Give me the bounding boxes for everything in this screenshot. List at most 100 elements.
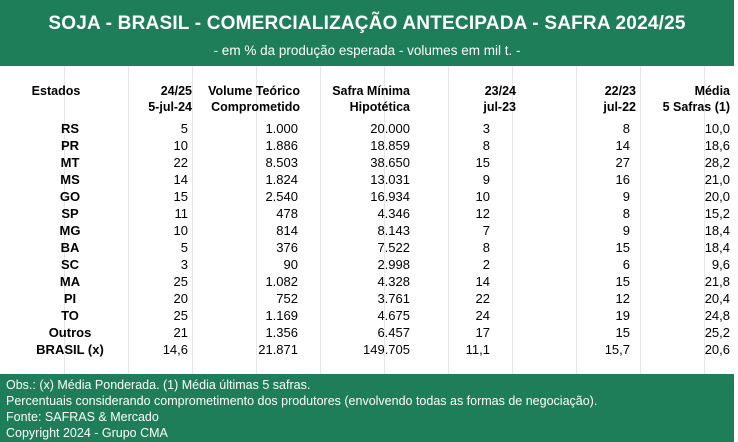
- value-cell-c6: 20,4: [704, 291, 730, 306]
- grid-line: [192, 66, 193, 374]
- value-cell-c6: 24,8: [704, 308, 730, 323]
- value-cell-c2: 2.540: [265, 189, 298, 204]
- value-cell-c4: 14: [475, 274, 490, 289]
- table-row: PR 10 1.886 18.859 8 14 18,6: [0, 137, 734, 154]
- footer-source: Fonte: SAFRAS & Mercado: [6, 410, 159, 424]
- value-cell-c5: 14: [615, 138, 630, 153]
- value-cell-c5: 27: [615, 155, 630, 170]
- value-cell-c3: 7.522: [377, 240, 410, 255]
- value-cell-c5: 9: [622, 223, 630, 238]
- value-cell-c2: 478: [276, 206, 298, 221]
- value-cell-c5: 12: [615, 291, 630, 306]
- value-cell-c1: 10: [173, 223, 188, 238]
- table-subtitle: - em % da produção esperada - volumes em…: [213, 43, 521, 58]
- value-cell-c1: 10: [173, 138, 188, 153]
- value-cell-c6: 21,0: [704, 172, 730, 187]
- value-cell-c2: 1.082: [265, 274, 298, 289]
- value-cell-c4: 3: [482, 121, 490, 136]
- value-cell-c2: 1.169: [265, 308, 298, 323]
- value-cell-c2: 90: [283, 257, 298, 272]
- column-header-2324: 23/24 jul-23: [483, 84, 516, 114]
- value-cell-c3: 20.000: [370, 121, 410, 136]
- value-cell-c4: 17: [475, 325, 490, 340]
- table-title: SOJA - BRASIL - COMERCIALIZAÇÃO ANTECIPA…: [48, 13, 686, 34]
- column-header-2223: 22/23 jul-22: [603, 84, 636, 114]
- table-row: MA 25 1.082 4.328 14 15 21,8: [0, 273, 734, 290]
- column-header-2425: 24/25 5-jul-24: [148, 84, 192, 114]
- state-cell: BRASIL (x): [36, 342, 104, 357]
- value-cell-c2: 1.356: [265, 325, 298, 340]
- table-row: PI 20 752 3.761 22 12 20,4: [0, 290, 734, 307]
- value-cell-c2: 752: [276, 291, 298, 306]
- value-cell-c2: 1.000: [265, 121, 298, 136]
- value-cell-c1: 22: [173, 155, 188, 170]
- value-cell-c3: 2.998: [377, 257, 410, 272]
- state-cell: MA: [59, 274, 81, 289]
- value-cell-c4: 7: [482, 223, 490, 238]
- value-cell-c3: 4.346: [377, 206, 410, 221]
- table-row: MT 22 8.503 38.650 15 27 28,2: [0, 154, 734, 171]
- state-cell: GO: [59, 189, 81, 204]
- table-row: TO 25 1.169 4.675 24 19 24,8: [0, 307, 734, 324]
- table-header-banner: SOJA - BRASIL - COMERCIALIZAÇÃO ANTECIPA…: [0, 0, 734, 66]
- value-cell-c6: 21,8: [704, 274, 730, 289]
- table-row: MG 10 814 8.143 7 9 18,4: [0, 222, 734, 239]
- value-cell-c6: 25,2: [704, 325, 730, 340]
- value-cell-c4: 22: [475, 291, 490, 306]
- value-cell-c4: 15: [475, 155, 490, 170]
- value-cell-c6: 18,4: [704, 240, 730, 255]
- table-row: GO 15 2.540 16.934 10 9 20,0: [0, 188, 734, 205]
- state-cell: TO: [61, 308, 79, 323]
- value-cell-c6: 10,0: [704, 121, 730, 136]
- grid-line: [704, 66, 705, 374]
- value-cell-c4: 8: [482, 138, 490, 153]
- value-cell-c6: 18,6: [704, 138, 730, 153]
- value-cell-c3: 13.031: [370, 172, 410, 187]
- grid-line: [448, 66, 449, 374]
- value-cell-c6: 18,4: [704, 223, 730, 238]
- value-cell-c1: 5: [180, 121, 188, 136]
- state-cell: SC: [60, 257, 80, 272]
- grid-line: [384, 66, 385, 374]
- value-cell-c1: 3: [180, 257, 188, 272]
- value-cell-c5: 9: [622, 189, 630, 204]
- column-header-estados: Estados: [31, 84, 81, 98]
- column-header-volume-teorico: Volume Teórico Comprometido: [208, 84, 300, 114]
- state-cell: PI: [63, 291, 77, 306]
- value-cell-c4: 24: [475, 308, 490, 323]
- value-cell-c4: 12: [475, 206, 490, 221]
- value-cell-c5: 15: [615, 274, 630, 289]
- value-cell-c3: 4.675: [377, 308, 410, 323]
- value-cell-c3: 6.457: [377, 325, 410, 340]
- value-cell-c5: 15: [615, 240, 630, 255]
- table-row: SC 3 90 2.998 2 6 9,6: [0, 256, 734, 273]
- table-row: BA 5 376 7.522 8 15 18,4: [0, 239, 734, 256]
- value-cell-c6: 9,6: [711, 257, 730, 272]
- state-cell: BA: [60, 240, 80, 255]
- grid-line: [128, 66, 129, 374]
- value-cell-c2: 376: [276, 240, 298, 255]
- value-cell-c6: 20,6: [704, 342, 730, 357]
- table-footer: Obs.: (x) Média Ponderada. (1) Média últ…: [0, 374, 734, 442]
- value-cell-c3: 38.650: [370, 155, 410, 170]
- value-cell-c3: 4.328: [377, 274, 410, 289]
- value-cell-c3: 18.859: [370, 138, 410, 153]
- value-cell-c4: 11,1: [465, 342, 490, 357]
- grid-line: [256, 66, 257, 374]
- value-cell-c6: 15,2: [704, 206, 730, 221]
- state-cell: MT: [60, 155, 80, 170]
- value-cell-c3: 149.705: [363, 342, 410, 357]
- table-row: Outros 21 1.356 6.457 17 15 25,2: [0, 324, 734, 341]
- state-cell: MS: [60, 172, 80, 187]
- footer-note-2: Percentuais considerando comprometimento…: [6, 394, 598, 408]
- value-cell-c4: 10: [475, 189, 490, 204]
- value-cell-c3: 16.934: [370, 189, 410, 204]
- value-cell-c3: 8.143: [377, 223, 410, 238]
- value-cell-c1: 25: [173, 274, 188, 289]
- value-cell-c6: 20,0: [704, 189, 730, 204]
- value-cell-c6: 28,2: [704, 155, 730, 170]
- value-cell-c2: 814: [276, 223, 298, 238]
- table-row: BRASIL (x) 14,6 21.871 149.705 11,1 15,7 20,6: [0, 341, 734, 358]
- table-row: MS 14 1.824 13.031 9 16 21,0: [0, 171, 734, 188]
- value-cell-c2: 1.824: [265, 172, 298, 187]
